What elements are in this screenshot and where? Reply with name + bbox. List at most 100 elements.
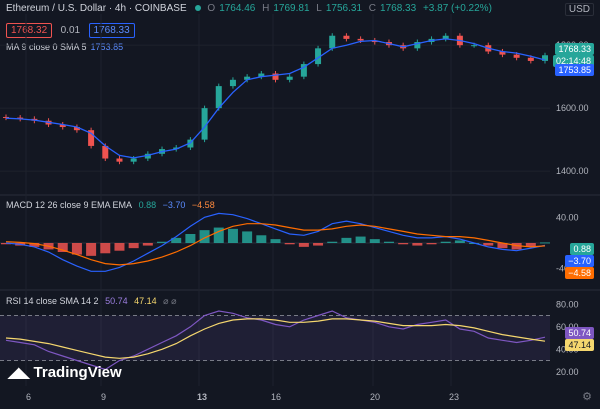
low-label: L xyxy=(316,3,322,14)
macd-histogram-bar xyxy=(398,243,409,245)
candle-body xyxy=(17,117,24,119)
candle-body xyxy=(201,108,208,140)
candle-body xyxy=(215,86,222,109)
low-value: 1756.31 xyxy=(325,3,363,14)
candle-body xyxy=(471,45,478,47)
macd-histogram-bar xyxy=(511,243,522,250)
macd-legend-label: MACD 12 26 close 9 EMA EMA xyxy=(6,200,133,210)
macd-histogram-bar xyxy=(412,243,423,246)
macd-legend[interactable]: MACD 12 26 close 9 EMA EMA 0.88 −3.70 −4… xyxy=(6,200,219,210)
candle-body xyxy=(130,158,137,162)
close-value: 1768.33 xyxy=(380,3,417,14)
last-price-tag: 1768.33 xyxy=(555,43,594,55)
rsi-tick-label: 20.00 xyxy=(556,367,579,377)
macd-histogram-bar xyxy=(426,243,437,245)
ma-line xyxy=(5,38,546,159)
rsi-legend-extra: ⌀ ⌀ xyxy=(163,296,177,306)
rsi-legend-label: RSI 14 close SMA 14 2 xyxy=(6,296,99,306)
macd-histogram-bar xyxy=(369,239,380,243)
macd-histogram-bar xyxy=(100,243,111,254)
rsi-legend-sma: 47.14 xyxy=(134,296,157,306)
candle-body xyxy=(513,54,520,58)
rsi-sma-tag: 47.14 xyxy=(565,339,594,351)
symbol-title[interactable]: Ethereum / U.S. Dollar · 4h · COINBASE xyxy=(6,3,187,14)
macd-histogram-bar xyxy=(440,241,451,243)
sell-price-button[interactable]: 1768.32 xyxy=(6,23,53,38)
rsi-legend[interactable]: RSI 14 close SMA 14 2 50.74 47.14 ⌀ ⌀ xyxy=(6,296,181,307)
macd-histogram-bar xyxy=(355,236,366,243)
candle-body xyxy=(499,51,506,55)
settings-gear-icon[interactable]: ⚙ xyxy=(582,391,592,403)
macd-histogram-bar xyxy=(341,237,352,243)
rsi-tick-label: 80.00 xyxy=(556,299,579,309)
candle-body xyxy=(329,35,336,49)
price-tick-label: 1400.00 xyxy=(556,166,589,176)
candle-body xyxy=(173,147,180,150)
rsi-pane xyxy=(0,310,550,371)
candle-body xyxy=(59,124,66,128)
candle-body xyxy=(73,127,80,131)
change-value: +3.87 (+0.22%) xyxy=(422,3,492,14)
macd-signal-tag: −4.58 xyxy=(565,267,594,279)
rsi-value-tag: 50.74 xyxy=(565,327,594,339)
rsi-legend-rsi: 50.74 xyxy=(105,296,128,306)
candle-body xyxy=(144,153,151,159)
ma-legend-value: 1753.85 xyxy=(90,42,124,52)
buy-price-button[interactable]: 1768.33 xyxy=(88,23,135,38)
macd-histogram-bar xyxy=(497,243,508,249)
macd-line-tag: −3.70 xyxy=(565,255,594,267)
macd-histogram-bar xyxy=(157,241,168,243)
high-value: 1769.81 xyxy=(273,3,310,14)
macd-tick-label: 40.00 xyxy=(556,212,579,222)
ma-legend[interactable]: MA 9 close 0 SMA 5 1753.85 xyxy=(6,42,127,52)
candle-body xyxy=(88,130,95,146)
close-label: C xyxy=(368,3,377,14)
candle-body xyxy=(542,55,548,61)
macd-histogram-bar xyxy=(114,243,125,251)
candle-body xyxy=(244,76,251,80)
x-label-9: 9 xyxy=(101,392,107,402)
candle-body xyxy=(300,64,307,77)
candle-body xyxy=(343,35,350,39)
candle-body xyxy=(258,73,265,77)
macd-histogram-bar xyxy=(313,243,324,246)
candle-body xyxy=(414,42,421,49)
macd-histogram-bar xyxy=(213,227,224,243)
spread-value: 0.01 xyxy=(60,25,81,36)
candle-body xyxy=(102,145,109,159)
rsi-tick-label: 60.00 xyxy=(556,322,579,332)
ma-price-tag: 1753.85 xyxy=(555,64,594,76)
macd-histogram-bar xyxy=(327,241,338,243)
candle-body xyxy=(357,38,364,41)
candle-body xyxy=(229,79,236,87)
candle-body xyxy=(187,139,194,148)
candle-body xyxy=(3,116,9,118)
candle-body xyxy=(272,73,279,80)
macd-histogram-bar xyxy=(242,231,253,243)
macd-histogram-bar xyxy=(142,243,153,246)
currency-button[interactable]: USD xyxy=(564,3,594,16)
macd-histogram-bar xyxy=(383,241,394,243)
macd-legend-hist: 0.88 xyxy=(138,200,157,210)
candle-body xyxy=(286,76,293,80)
macd-histogram-bar xyxy=(256,235,267,243)
candle-body xyxy=(527,57,534,61)
chart-header: Ethereum / U.S. Dollar · 4h · COINBASE O… xyxy=(6,3,496,14)
candle-body xyxy=(315,48,322,65)
macd-histogram-bar xyxy=(284,243,295,245)
macd-histogram-bar xyxy=(128,243,139,249)
macd-histogram-bar xyxy=(71,243,82,255)
tradingview-logo-icon: ◢◣ xyxy=(8,364,30,380)
x-label-23: 23 xyxy=(449,392,460,402)
x-label-16: 16 xyxy=(271,392,282,402)
rsi-sma-line xyxy=(5,318,546,359)
candle-body xyxy=(442,35,449,39)
market-status-icon xyxy=(194,4,201,11)
macd-histogram-bar xyxy=(86,243,97,256)
macd-hist-tag: 0.88 xyxy=(570,243,594,255)
macd-histogram-bar xyxy=(199,230,210,243)
candle-body xyxy=(371,40,378,43)
macd-legend-signal: −4.58 xyxy=(191,200,215,210)
macd-histogram-bar xyxy=(1,243,11,245)
